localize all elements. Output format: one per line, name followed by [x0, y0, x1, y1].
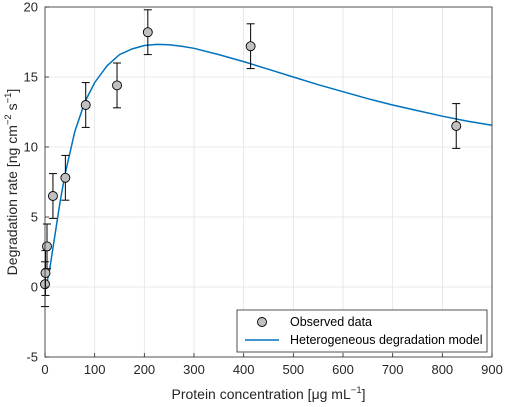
x-tick-label: 800 — [431, 362, 453, 377]
plot-background — [45, 7, 492, 357]
data-point — [60, 172, 71, 183]
plot-frame — [44, 6, 493, 358]
y-axis-label-mid: s — [4, 103, 20, 114]
y-tick-label: 5 — [31, 210, 38, 225]
data-point — [142, 27, 153, 38]
x-tick-label: 0 — [41, 362, 48, 377]
y-axis-label-sup1: −2 — [3, 114, 14, 125]
data-point — [112, 80, 122, 91]
y-tick-label: 20 — [24, 0, 38, 15]
legend-label-model: Heterogeneous degradation model — [290, 333, 483, 347]
x-tick-label: 700 — [382, 362, 404, 377]
x-axis-label-sup: −1 — [351, 385, 362, 396]
y-tick-labels: -5 0 5 10 15 20 — [24, 0, 49, 365]
x-axis-label-main: Protein concentration [μg mL — [171, 386, 350, 402]
x-tick-label: 600 — [332, 362, 354, 377]
y-axis-label: Degradation rate [ng cm−2 s−1] — [3, 89, 20, 276]
y-tick-label: 15 — [24, 70, 38, 85]
x-axis-label-end: ] — [362, 386, 366, 402]
data-point — [47, 191, 58, 201]
y-tick-label: 10 — [24, 140, 38, 155]
legend-box — [236, 309, 488, 353]
y-axis-label-main: Degradation rate [ng cm — [4, 125, 20, 275]
y-axis-label-end: ] — [4, 89, 20, 93]
data-point — [80, 100, 91, 110]
x-tick-label: 500 — [282, 362, 304, 377]
y-axis-label-sup2: −1 — [3, 93, 14, 104]
legend: Observed data Heterogeneous degradation … — [236, 309, 488, 353]
y-tick-label: 0 — [31, 280, 38, 295]
data-point — [451, 121, 462, 131]
data-point — [42, 241, 52, 252]
grid-lines — [45, 7, 492, 357]
legend-label-observed: Observed data — [290, 315, 372, 329]
model-line-group — [44, 43, 493, 288]
x-tick-label: 400 — [233, 362, 255, 377]
model-curve — [44, 43, 493, 288]
legend-marker-observed — [257, 317, 267, 327]
x-tick-labels: 0 100 200 300 400 500 600 700 800 900 — [41, 353, 503, 377]
x-tick-label: 300 — [183, 362, 205, 377]
x-tick-label: 900 — [481, 362, 503, 377]
y-tick-label: -5 — [26, 350, 38, 365]
data-point — [245, 41, 256, 52]
data-point — [40, 268, 51, 278]
x-tick-label: 100 — [84, 362, 106, 377]
x-axis-label: Protein concentration [μg mL−1] — [171, 385, 365, 402]
x-tick-label: 200 — [133, 362, 155, 377]
